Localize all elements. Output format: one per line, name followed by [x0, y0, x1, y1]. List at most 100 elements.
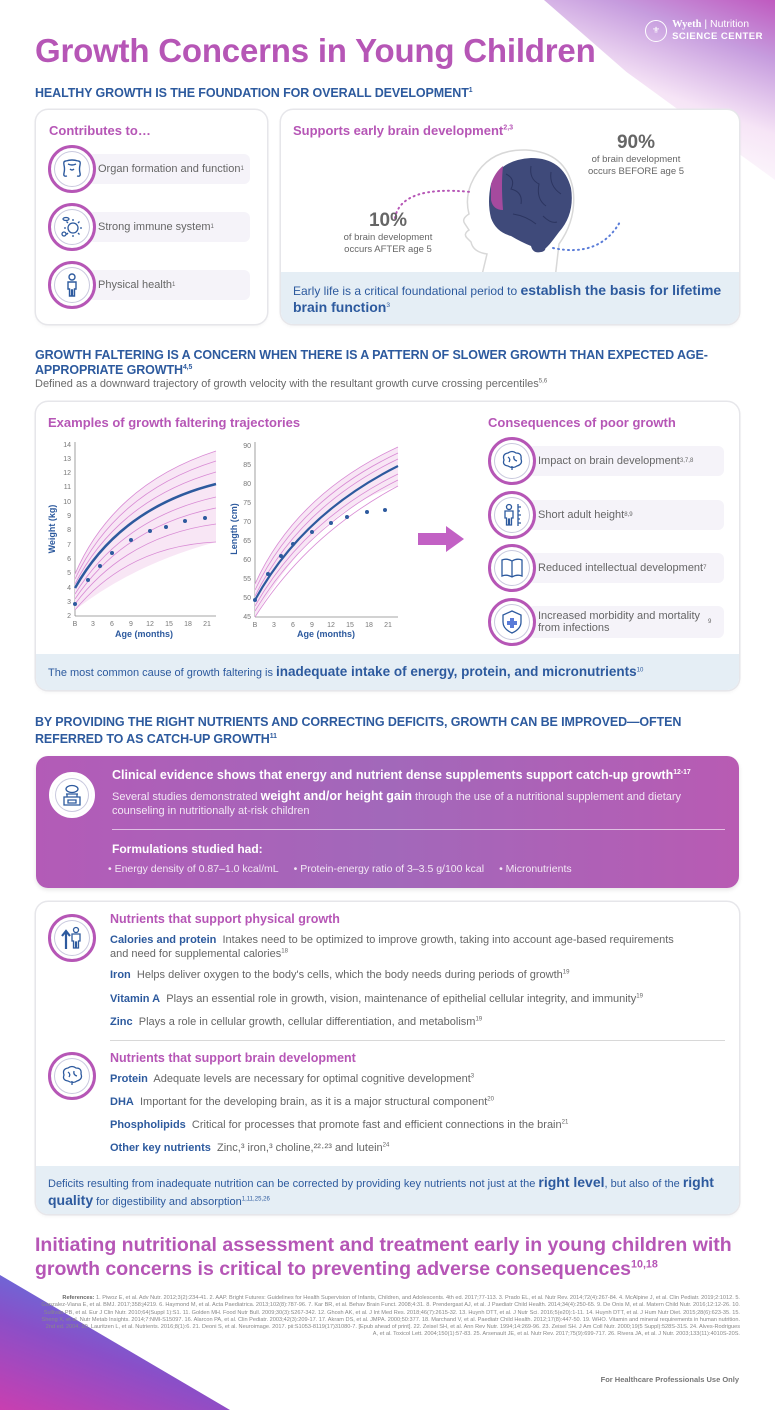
- nutrient-item: Protein Adequate levels are necessary fo…: [110, 1073, 475, 1085]
- child-head-brain-illustration: [462, 149, 575, 279]
- growth-arrow-child-icon: [48, 914, 96, 962]
- consequence-item: Increased morbidity and mortality from i…: [488, 598, 724, 646]
- brain-card-title: Supports early brain development2,3: [293, 123, 514, 138]
- wyeth-logo: ⚜ Wyeth | Nutrition SCIENCE CENTER: [645, 18, 763, 43]
- contributes-item: Strong immune system 1: [48, 203, 250, 251]
- svg-text:Weight (kg): Weight (kg): [47, 505, 57, 554]
- formulations-title: Formulations studied had:: [112, 842, 263, 856]
- svg-text:4: 4: [67, 585, 71, 592]
- consequence-label: Short adult height: [538, 509, 625, 521]
- svg-text:9: 9: [67, 513, 71, 520]
- page-title: Growth Concerns in Young Children: [35, 32, 596, 69]
- svg-text:65: 65: [243, 538, 251, 545]
- svg-text:Age (months): Age (months): [115, 629, 173, 639]
- contributes-card: Contributes to… Organ formation and func…: [36, 110, 267, 324]
- nutrient-item: Zinc Plays a role in cellular growth, ce…: [110, 1016, 483, 1028]
- svg-text:Length (cm): Length (cm): [229, 503, 239, 555]
- physical-growth-title: Nutrients that support physical growth: [110, 912, 340, 926]
- brain-icon: [48, 1052, 96, 1100]
- formulation-item: • Protein-energy ratio of 3–3.5 g/100 kc…: [293, 863, 485, 875]
- consequence-label: Impact on brain development: [538, 455, 680, 467]
- nutrient-item: Phospholipids Critical for processes tha…: [110, 1119, 569, 1131]
- divider: [112, 829, 725, 830]
- svg-text:3: 3: [91, 621, 95, 628]
- nutrients-card: Nutrients that support physical growth C…: [36, 902, 739, 1214]
- nutrient-item: Calories and protein Intakes need to be …: [110, 934, 674, 960]
- svg-text:2: 2: [67, 613, 71, 620]
- logo-brand-suffix: Nutrition: [709, 18, 750, 30]
- svg-text:21: 21: [384, 622, 392, 629]
- shield-cross-icon: [488, 598, 536, 646]
- svg-text:3: 3: [272, 622, 276, 629]
- consequence-item: Impact on brain development 3,7,8: [488, 437, 724, 485]
- clinical-body: Several studies demonstrated weight and/…: [112, 789, 682, 817]
- examples-title: Examples of growth faltering trajectorie…: [48, 415, 301, 430]
- svg-text:45: 45: [243, 614, 251, 621]
- svg-text:75: 75: [243, 500, 251, 507]
- svg-text:14: 14: [63, 442, 71, 449]
- svg-text:6: 6: [110, 621, 114, 628]
- nutrient-item: Vitamin A Plays an essential role in gro…: [110, 993, 643, 1005]
- deficits-callout-band: Deficits resulting from inadequate nutri…: [36, 1166, 739, 1214]
- contributes-label: Strong immune system: [98, 221, 211, 233]
- clinical-title: Clinical evidence shows that energy and …: [112, 768, 691, 782]
- formulation-item: • Energy density of 0.87–1.0 kcal/mL: [108, 863, 279, 875]
- intestine-icon: [48, 145, 96, 193]
- svg-text:7: 7: [67, 542, 71, 549]
- svg-text:B: B: [73, 621, 78, 628]
- immune-cells-icon: [48, 203, 96, 251]
- nutrient-item: Other key nutrients Zinc,³ iron,³ cholin…: [110, 1142, 390, 1154]
- growth-faltering-cause-band: The most common cause of growth falterin…: [36, 654, 739, 690]
- contributes-item: Physical health 1: [48, 261, 250, 309]
- consequences-title: Consequences of poor growth: [488, 415, 676, 430]
- svg-text:13: 13: [63, 456, 71, 463]
- consequence-label: Increased morbidity and mortality from i…: [538, 610, 701, 634]
- svg-text:60: 60: [243, 557, 251, 564]
- brain-development-card: Supports early brain development2,3 90% …: [281, 110, 739, 324]
- growth-faltering-card: Examples of growth faltering trajectorie…: [36, 402, 739, 690]
- svg-text:6: 6: [67, 556, 71, 563]
- length-for-age-chart: 90 85 80 75 70 65 60 55 50 45 B 3 6 9 12 15 18 21 Age (m…: [229, 442, 399, 639]
- right-arrow-icon: [418, 526, 464, 552]
- section1-heading: HEALTHY GROWTH IS THE FOUNDATION FOR OVE…: [35, 86, 473, 100]
- svg-text:18: 18: [365, 622, 373, 629]
- child-figure-icon: [48, 261, 96, 309]
- svg-text:50: 50: [243, 595, 251, 602]
- svg-text:21: 21: [203, 621, 211, 628]
- conclusion-statement: Initiating nutritional assessment and tr…: [35, 1234, 732, 1280]
- svg-text:Age (months): Age (months): [297, 629, 355, 639]
- svg-text:15: 15: [165, 621, 173, 628]
- svg-text:80: 80: [243, 481, 251, 488]
- svg-text:55: 55: [243, 576, 251, 583]
- svg-text:9: 9: [310, 622, 314, 629]
- scale-food-icon: [49, 772, 95, 818]
- svg-text:10: 10: [63, 499, 71, 506]
- svg-text:18: 18: [184, 621, 192, 628]
- svg-text:8: 8: [67, 527, 71, 534]
- brain-callout-band: Early life is a critical foundational pe…: [281, 272, 739, 324]
- svg-text:70: 70: [243, 519, 251, 526]
- height-ruler-icon: [488, 491, 536, 539]
- formulations-list: • Energy density of 0.87–1.0 kcal/mL • P…: [108, 863, 572, 875]
- svg-text:9: 9: [129, 621, 133, 628]
- divider: [110, 1040, 725, 1041]
- formulation-item: • Micronutrients: [499, 863, 572, 875]
- contributes-title: Contributes to…: [49, 123, 151, 138]
- svg-text:15: 15: [346, 622, 354, 629]
- svg-text:12: 12: [327, 622, 335, 629]
- section2-heading: GROWTH FALTERING IS A CONCERN WHEN THERE…: [35, 348, 708, 377]
- logo-subtitle: SCIENCE CENTER: [672, 31, 763, 42]
- contributes-label: Organ formation and function: [98, 163, 241, 175]
- consequence-item: Short adult height 8,9: [488, 491, 724, 539]
- references: References: 1. Piwoz E, et al. Adv Nutr.…: [41, 1295, 740, 1338]
- clinical-evidence-card: Clinical evidence shows that energy and …: [36, 756, 739, 888]
- consequence-item: Reduced intellectual development 7: [488, 544, 724, 592]
- nutrient-item: DHA Important for the developing brain, …: [110, 1096, 494, 1108]
- crest-icon: ⚜: [645, 19, 668, 42]
- svg-text:85: 85: [243, 462, 251, 469]
- brain-icon: [488, 437, 536, 485]
- svg-text:12: 12: [146, 621, 154, 628]
- contributes-item: Organ formation and function 1: [48, 145, 250, 193]
- svg-text:6: 6: [291, 622, 295, 629]
- svg-text:3: 3: [67, 599, 71, 606]
